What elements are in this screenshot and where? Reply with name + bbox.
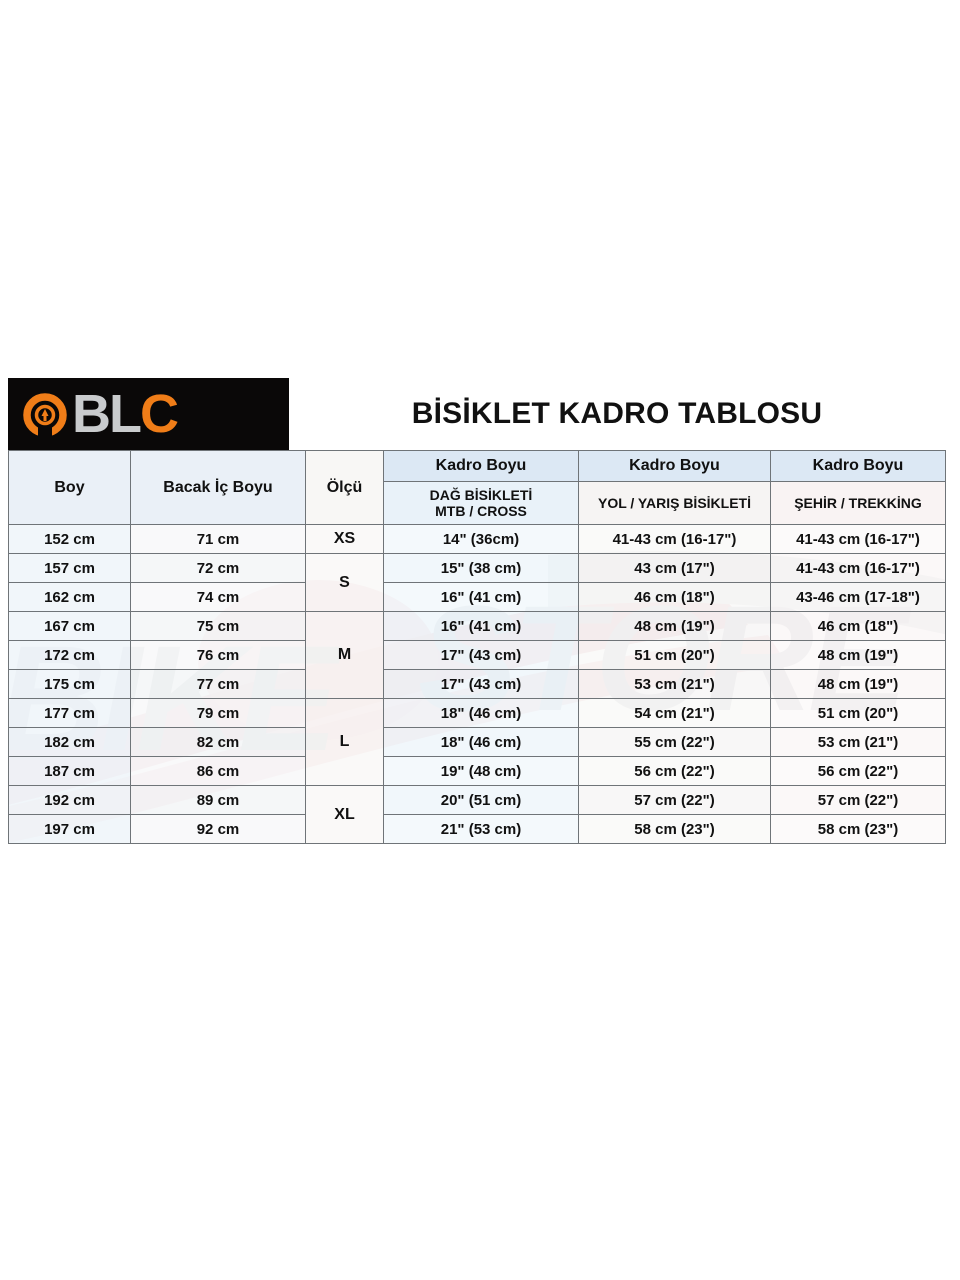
cell-kadro-yol-yaris: 46 cm (18") — [578, 582, 771, 612]
cell-kadro-dag-bisikleti: 21" (53 cm) — [383, 814, 579, 844]
cell-boy: 152 cm — [8, 524, 131, 554]
bike-wheel-icon — [23, 393, 67, 438]
table-row: 172 cm 76 cm 17" (43 cm) 51 cm (20") 48 cm (… — [8, 640, 946, 670]
subheader-line-1: DAĞ BİSİKLETİ — [429, 486, 533, 503]
cell-boy: 187 cm — [8, 756, 131, 786]
cell-kadro-sehir-trekking: 41-43 cm (16-17") — [770, 524, 946, 554]
cell-kadro-sehir-trekking: 48 cm (19") — [770, 640, 946, 670]
column-header-kadro-boyu-sehir: Kadro Boyu — [770, 450, 946, 482]
table-head: Boy Bacak İç Boyu Ölçü Kadro Boyu Kadro … — [8, 450, 946, 525]
cell-kadro-sehir-trekking: 58 cm (23") — [770, 814, 946, 844]
table-row: 177 cm 79 cm L 18" (46 cm) 54 cm (21") 51 cm … — [8, 698, 946, 786]
cell-boy: 162 cm — [8, 582, 131, 612]
cell-kadro-dag-bisikleti: 18" (46 cm) — [383, 698, 579, 728]
column-header-kadro-boyu-mtb: Kadro Boyu — [383, 450, 579, 482]
table-row: 152 cm 71 cm XS 14" (36cm) 41-43 cm (16-17")… — [8, 524, 946, 554]
column-subheader-dag-bisikleti: DAĞ BİSİKLETİ MTB / CROSS — [383, 481, 579, 525]
cell-boy: 175 cm — [8, 669, 131, 699]
cell-olcu-size: M — [305, 611, 384, 699]
column-header-boy: Boy — [8, 450, 131, 525]
logo-letter-c: C — [140, 384, 179, 444]
cell-kadro-yol-yaris: 54 cm (21") — [578, 698, 771, 728]
cell-kadro-sehir-trekking: 46 cm (18") — [770, 611, 946, 641]
cell-kadro-dag-bisikleti: 15" (38 cm) — [383, 553, 579, 583]
cell-kadro-yol-yaris: 51 cm (20") — [578, 640, 771, 670]
cell-kadro-dag-bisikleti: 20" (51 cm) — [383, 785, 579, 815]
cell-kadro-dag-bisikleti: 16" (41 cm) — [383, 582, 579, 612]
cell-bacak-ic-boyu: 77 cm — [130, 669, 306, 699]
cell-kadro-sehir-trekking: 56 cm (22") — [770, 756, 946, 786]
cell-boy: 182 cm — [8, 727, 131, 757]
cell-kadro-sehir-trekking: 51 cm (20") — [770, 698, 946, 728]
column-subheader-sehir-trekking: ŞEHİR / TREKKİNG — [770, 481, 946, 525]
cell-boy: 167 cm — [8, 611, 131, 641]
table-header-row-top: Boy Bacak İç Boyu Ölçü Kadro Boyu Kadro … — [8, 450, 946, 525]
cell-bacak-ic-boyu: 75 cm — [130, 611, 306, 641]
cell-kadro-dag-bisikleti: 17" (43 cm) — [383, 640, 579, 670]
table-row: 192 cm 89 cm XL 20" (51 cm) 57 cm (22") 57 cm… — [8, 785, 946, 844]
size-table-wrapper: Boy Bacak İç Boyu Ölçü Kadro Boyu Kadro … — [8, 450, 946, 844]
table-header-row-sub: DAĞ BİSİKLETİ MTB / CROSS YOL / YARIŞ Bİ… — [9, 481, 946, 525]
table-row: 157 cm 72 cm S 15" (38 cm) 43 cm (17") 41-43 … — [8, 553, 946, 612]
column-header-kadro-boyu-yol: Kadro Boyu — [578, 450, 771, 482]
brand-wordmark: BLC — [72, 384, 179, 444]
cell-kadro-yol-yaris: 53 cm (21") — [578, 669, 771, 699]
cell-boy: 172 cm — [8, 640, 131, 670]
cell-bacak-ic-boyu: 76 cm — [130, 640, 306, 670]
cell-kadro-dag-bisikleti: 16" (41 cm) — [383, 611, 579, 641]
logo-letter-b: B — [72, 384, 111, 444]
cell-kadro-sehir-trekking: 43-46 cm (17-18") — [770, 582, 946, 612]
cell-kadro-yol-yaris: 55 cm (22") — [578, 727, 771, 757]
cell-olcu-size: L — [305, 698, 384, 786]
table-row: 175 cm 77 cm 17" (43 cm) 53 cm (21") 48 cm (… — [8, 669, 946, 699]
table-row: 187 cm 86 cm 19" (48 cm) 56 cm (22") 56 cm (… — [8, 756, 946, 786]
cell-olcu-size: XS — [305, 524, 384, 554]
cell-kadro-sehir-trekking: 48 cm (19") — [770, 669, 946, 699]
chart-title: BİSİKLET KADRO TABLOSU — [411, 397, 823, 430]
cell-kadro-yol-yaris: 56 cm (22") — [578, 756, 771, 786]
cell-bacak-ic-boyu: 71 cm — [130, 524, 306, 554]
cell-bacak-ic-boyu: 72 cm — [130, 553, 306, 583]
cell-olcu-size: S — [305, 553, 384, 612]
brand-logo: BLC — [8, 378, 289, 450]
cell-boy: 177 cm — [8, 698, 131, 728]
cell-kadro-dag-bisikleti: 17" (43 cm) — [383, 669, 579, 699]
cell-kadro-yol-yaris: 57 cm (22") — [578, 785, 771, 815]
subheader-line-2: MTB / CROSS — [435, 503, 527, 519]
cell-kadro-dag-bisikleti: 14" (36cm) — [383, 524, 579, 554]
cell-kadro-dag-bisikleti: 19" (48 cm) — [383, 756, 579, 786]
cell-kadro-dag-bisikleti: 18" (46 cm) — [383, 727, 579, 757]
cell-bacak-ic-boyu: 74 cm — [130, 582, 306, 612]
table-row: 182 cm 82 cm 18" (46 cm) 55 cm (22") 53 cm (… — [8, 727, 946, 757]
table-row: 162 cm 74 cm 16" (41 cm) 46 cm (18") 43-46 c… — [8, 582, 946, 612]
cell-bacak-ic-boyu: 82 cm — [130, 727, 306, 757]
column-subheader-yol-yaris: YOL / YARIŞ BİSİKLETİ — [578, 481, 771, 525]
cell-boy: 192 cm — [8, 785, 131, 815]
table-body: 152 cm 71 cm XS 14" (36cm) 41-43 cm (16-17")… — [8, 524, 946, 844]
cell-bacak-ic-boyu: 79 cm — [130, 698, 306, 728]
cell-olcu-size: XL — [305, 785, 384, 844]
cell-bacak-ic-boyu: 89 cm — [130, 785, 306, 815]
cell-kadro-sehir-trekking: 41-43 cm (16-17") — [770, 553, 946, 583]
cell-bacak-ic-boyu: 92 cm — [130, 814, 306, 844]
cell-kadro-yol-yaris: 58 cm (23") — [578, 814, 771, 844]
logo-letter-l: L — [109, 384, 142, 444]
cell-bacak-ic-boyu: 86 cm — [130, 756, 306, 786]
table-row: 167 cm 75 cm M 16" (41 cm) 48 cm (19") 46 cm … — [8, 611, 946, 699]
cell-boy: 157 cm — [8, 553, 131, 583]
cell-boy: 197 cm — [8, 814, 131, 844]
cell-kadro-sehir-trekking: 53 cm (21") — [770, 727, 946, 757]
column-header-olcu: Ölçü — [305, 450, 384, 525]
cell-kadro-yol-yaris: 41-43 cm (16-17") — [578, 524, 771, 554]
cell-kadro-sehir-trekking: 57 cm (22") — [770, 785, 946, 815]
cell-kadro-yol-yaris: 48 cm (19") — [578, 611, 771, 641]
bike-size-table: Boy Bacak İç Boyu Ölçü Kadro Boyu Kadro … — [8, 450, 946, 844]
bike-frame-size-chart: BLC BİSİKLET KADRO TABLOSU BIKE STORE — [8, 378, 946, 878]
cell-kadro-yol-yaris: 43 cm (17") — [578, 553, 771, 583]
table-row: 197 cm 92 cm 21" (53 cm) 58 cm (23") 58 cm (… — [8, 814, 946, 844]
chart-header: BLC BİSİKLET KADRO TABLOSU — [8, 378, 945, 450]
column-header-bacak-ic-boyu: Bacak İç Boyu — [130, 450, 306, 525]
